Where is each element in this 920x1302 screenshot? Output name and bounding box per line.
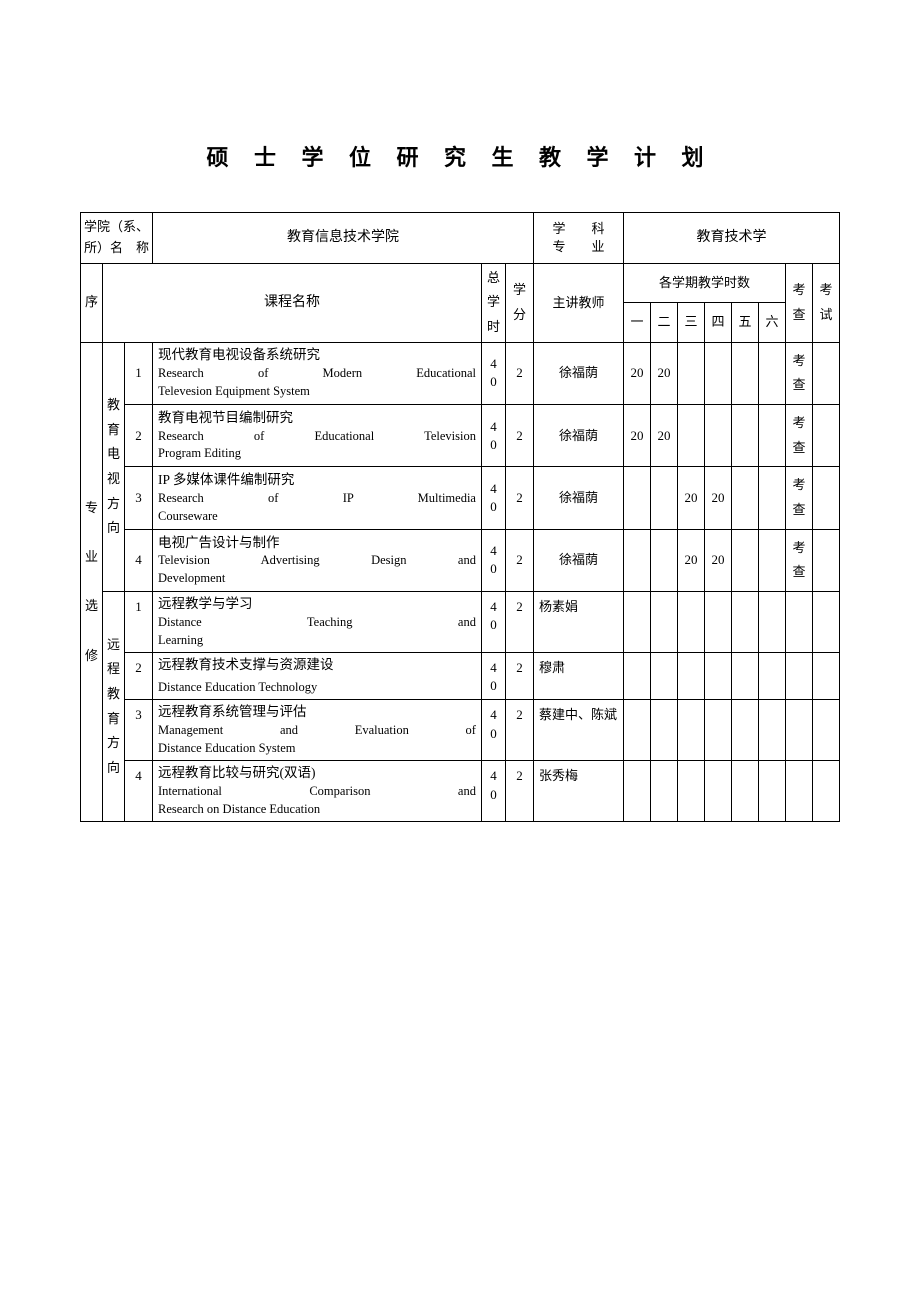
row-no: 3: [125, 700, 153, 761]
credit: 2: [505, 342, 533, 404]
credit: 2: [505, 405, 533, 467]
kaoshi-header: 考试: [813, 263, 840, 342]
kc: 考查: [786, 342, 813, 404]
page-title: 硕 士 学 位 研 究 生 教 学 计 划: [80, 140, 840, 172]
row-no: 4: [125, 761, 153, 822]
course-cell: 远程教育技术支撑与资源建设 Distance Education Technol…: [153, 653, 482, 700]
kc: 考查: [786, 467, 813, 529]
subject-label: 学 科 专 业: [534, 213, 624, 264]
seq-header: 序: [81, 263, 103, 342]
ks: [813, 592, 840, 653]
teacher: 徐福荫: [534, 529, 624, 591]
course-cell: 现代教育电视设备系统研究 Research of Modern Educatio…: [153, 342, 482, 404]
teacher: 徐福荫: [534, 342, 624, 404]
table-row: 远程教育方向 1 远程教学与学习 Distance Teaching and L…: [81, 592, 840, 653]
header-row-2: 序 课程名称 总学时 学分 主讲教师 各学期教学时数 考查 考试: [81, 263, 840, 303]
hours: 40: [481, 405, 505, 467]
college-value: 教育信息技术学院: [153, 213, 534, 264]
sem-4: 四: [705, 303, 732, 343]
direction-tv: 教育电视方向: [103, 342, 125, 592]
sem-2: 二: [651, 303, 678, 343]
credit-header: 学分: [505, 263, 533, 342]
sem-3: 三: [678, 303, 705, 343]
header-row-1: 学院（系、所）名 称 教育信息技术学院 学 科 专 业 教育技术学: [81, 213, 840, 264]
credit: 2: [505, 529, 533, 591]
table-row: 4 电视广告设计与制作 Television Advertising Desig…: [81, 529, 840, 591]
kc: [786, 761, 813, 822]
row-no: 1: [125, 342, 153, 404]
kc: [786, 700, 813, 761]
course-cell: 电视广告设计与制作 Television Advertising Design …: [153, 529, 482, 591]
hours: 40: [481, 342, 505, 404]
hours: 40: [481, 761, 505, 822]
hours: 40: [481, 529, 505, 591]
hours-header: 总学时: [481, 263, 505, 342]
page: 硕 士 学 位 研 究 生 教 学 计 划 学院（系、所）名 称 教育信息技术学…: [0, 0, 920, 1302]
row-no: 3: [125, 467, 153, 529]
teacher: 蔡建中、陈斌: [534, 700, 624, 761]
table-row: 2 教育电视节目编制研究 Research of Educational Tel…: [81, 405, 840, 467]
course-cell: IP 多媒体课件编制研究 Research of IP Multimedia C…: [153, 467, 482, 529]
subject-value: 教育技术学: [624, 213, 840, 264]
credit: 2: [505, 653, 533, 700]
row-no: 2: [125, 653, 153, 700]
credit: 2: [505, 592, 533, 653]
course-name-header: 课程名称: [103, 263, 482, 342]
kaocha-header: 考查: [786, 263, 813, 342]
ks: [813, 761, 840, 822]
kc: 考查: [786, 529, 813, 591]
row-no: 4: [125, 529, 153, 591]
ks: [813, 342, 840, 404]
ks: [813, 653, 840, 700]
hours: 40: [481, 700, 505, 761]
hours: 40: [481, 592, 505, 653]
course-cell: 远程教育比较与研究(双语) International Comparison a…: [153, 761, 482, 822]
ks: [813, 467, 840, 529]
credit: 2: [505, 761, 533, 822]
kc: [786, 592, 813, 653]
category-cell: 专业选修: [81, 342, 103, 822]
sem-5: 五: [732, 303, 759, 343]
sem-6: 六: [759, 303, 786, 343]
ks: [813, 529, 840, 591]
ks: [813, 405, 840, 467]
table-row: 4 远程教育比较与研究(双语) International Comparison…: [81, 761, 840, 822]
kc: 考查: [786, 405, 813, 467]
row-no: 2: [125, 405, 153, 467]
teacher: 杨素娟: [534, 592, 624, 653]
teacher: 徐福荫: [534, 467, 624, 529]
table-row: 3 远程教育系统管理与评估 Management and Evaluation …: [81, 700, 840, 761]
kc: [786, 653, 813, 700]
course-cell: 教育电视节目编制研究 Research of Educational Telev…: [153, 405, 482, 467]
ks: [813, 700, 840, 761]
table-row: 3 IP 多媒体课件编制研究 Research of IP Multimedia…: [81, 467, 840, 529]
sem-1: 一: [624, 303, 651, 343]
plan-table: 学院（系、所）名 称 教育信息技术学院 学 科 专 业 教育技术学 序 课程名称…: [80, 212, 840, 822]
teacher-header: 主讲教师: [534, 263, 624, 342]
hours: 40: [481, 653, 505, 700]
teacher: 徐福荫: [534, 405, 624, 467]
course-cell: 远程教育系统管理与评估 Management and Evaluation of…: [153, 700, 482, 761]
teacher: 张秀梅: [534, 761, 624, 822]
table-row: 2 远程教育技术支撑与资源建设 Distance Education Techn…: [81, 653, 840, 700]
course-cell: 远程教学与学习 Distance Teaching and Learning: [153, 592, 482, 653]
college-label: 学院（系、所）名 称: [81, 213, 153, 264]
row-no: 1: [125, 592, 153, 653]
direction-dist: 远程教育方向: [103, 592, 125, 822]
table-row: 专业选修 教育电视方向 1 现代教育电视设备系统研究 Research of M…: [81, 342, 840, 404]
teacher: 穆肃: [534, 653, 624, 700]
hours: 40: [481, 467, 505, 529]
sem-header: 各学期教学时数: [624, 263, 786, 303]
credit: 2: [505, 467, 533, 529]
credit: 2: [505, 700, 533, 761]
